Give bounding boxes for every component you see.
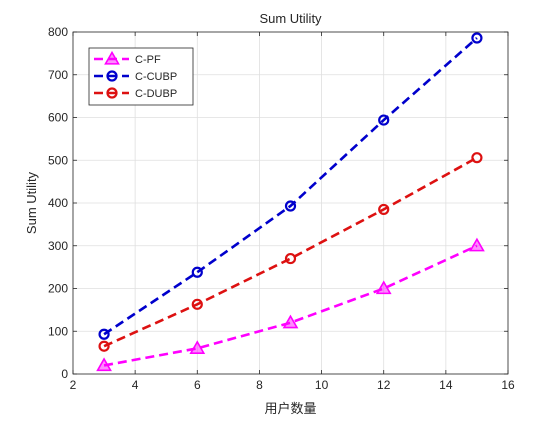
- data-point-c-dubp: [471, 152, 483, 164]
- legend-entry-c-pf: C-PF: [94, 50, 161, 66]
- y-axis-label: Sum Utility: [24, 171, 39, 234]
- series-line-c-pf: [103, 244, 478, 367]
- series-layer: [96, 32, 485, 372]
- legend-entry-c-cubp: C-CUBP: [94, 70, 177, 83]
- data-point-c-pf: [96, 357, 112, 372]
- y-tick-label: 800: [48, 25, 68, 39]
- y-tick-label: 600: [48, 111, 68, 125]
- x-tick-label: 12: [377, 378, 391, 392]
- data-point-c-pf: [375, 280, 392, 295]
- y-tick-label: 0: [61, 367, 68, 381]
- legend-label: C-PF: [135, 54, 161, 66]
- series-c-pf: [96, 237, 485, 372]
- series-c-cubp: [98, 32, 483, 340]
- legend-box: [88, 47, 194, 106]
- data-point-c-pf: [189, 340, 206, 355]
- series-c-dubp: [98, 152, 483, 352]
- x-tick-label: 8: [256, 378, 263, 392]
- x-tick-label: 10: [315, 378, 329, 392]
- series-line-c-cubp: [103, 37, 478, 336]
- x-tick-label: 2: [70, 378, 77, 392]
- legend-marker: [104, 50, 120, 65]
- data-point-c-pf: [469, 237, 485, 252]
- legend-marker: [106, 87, 118, 99]
- data-point-c-cubp: [378, 114, 390, 126]
- y-tick-label: 100: [48, 324, 68, 338]
- axis-ticks: 2 4 6 8 10 12 14 16 0 100 200 300 400 500 600 700 800: [48, 25, 515, 392]
- y-tick-label: 300: [48, 239, 68, 253]
- data-point-c-dubp: [284, 252, 297, 265]
- legend-marker: [106, 70, 118, 82]
- x-axis-label: 用户数量: [264, 401, 316, 416]
- data-point-c-cubp: [191, 266, 203, 278]
- x-tick-label: 4: [132, 378, 139, 392]
- data-point-c-pf: [282, 314, 299, 329]
- chart-title: Sum Utility: [259, 11, 322, 26]
- y-tick-label: 400: [48, 196, 68, 210]
- x-tick-label: 6: [194, 378, 201, 392]
- x-tick-label: 14: [439, 378, 453, 392]
- x-tick-label: 16: [501, 378, 515, 392]
- data-point-c-cubp: [98, 328, 110, 340]
- y-tick-label: 700: [48, 68, 68, 82]
- legend: C-PF C-CUBP C-DUBP: [88, 47, 194, 106]
- data-point-c-dubp: [191, 298, 203, 310]
- data-point-c-cubp: [284, 200, 297, 212]
- data-point-c-dubp: [98, 340, 110, 352]
- data-point-c-cubp: [471, 32, 483, 44]
- legend-label: C-CUBP: [135, 71, 177, 83]
- y-tick-label: 200: [48, 282, 68, 296]
- y-tick-label: 500: [48, 153, 68, 167]
- legend-entry-c-dubp: C-DUBP: [94, 87, 177, 100]
- legend-label: C-DUBP: [135, 88, 177, 100]
- data-point-c-dubp: [378, 203, 390, 216]
